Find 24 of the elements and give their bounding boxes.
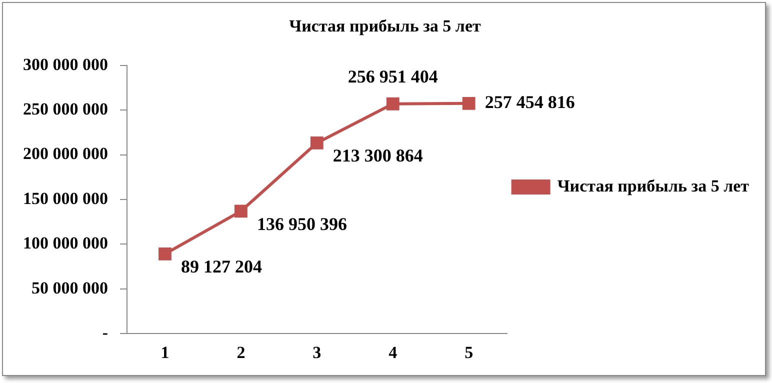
x-tick-label: 3	[312, 343, 322, 362]
y-tick-label: 100 000 000	[23, 234, 108, 253]
point	[462, 96, 476, 110]
x-tick-label: 2	[236, 343, 246, 362]
y-tick-label: 200 000 000	[23, 144, 108, 164]
legend-label: Чистая прибыль за 5 лет	[557, 176, 750, 196]
x-tick-label: 5	[464, 343, 474, 362]
y-tick-label: 150 000 000	[23, 188, 108, 208]
point	[234, 204, 248, 218]
y-tick-label: -	[102, 322, 108, 342]
x-tick-label: 1	[160, 343, 170, 362]
y-tick-label: 50 000 000	[32, 278, 108, 298]
y-tick-label: 250 000 000	[23, 99, 108, 118]
point	[158, 247, 172, 260]
chart-title: Чистая прибыль за 5 лет	[289, 16, 482, 36]
y-tick-label: 300 000 000	[23, 54, 108, 74]
x-tick-label: 4	[388, 343, 398, 362]
data-label: 89 127 204	[180, 256, 262, 277]
data-label: 257 454 816	[484, 92, 575, 112]
data-label: 213 300 864	[332, 146, 423, 166]
point	[386, 97, 400, 110]
data-label: 136 950 396	[256, 214, 347, 234]
point	[310, 136, 324, 150]
data-label: 256 951 404	[348, 66, 438, 87]
